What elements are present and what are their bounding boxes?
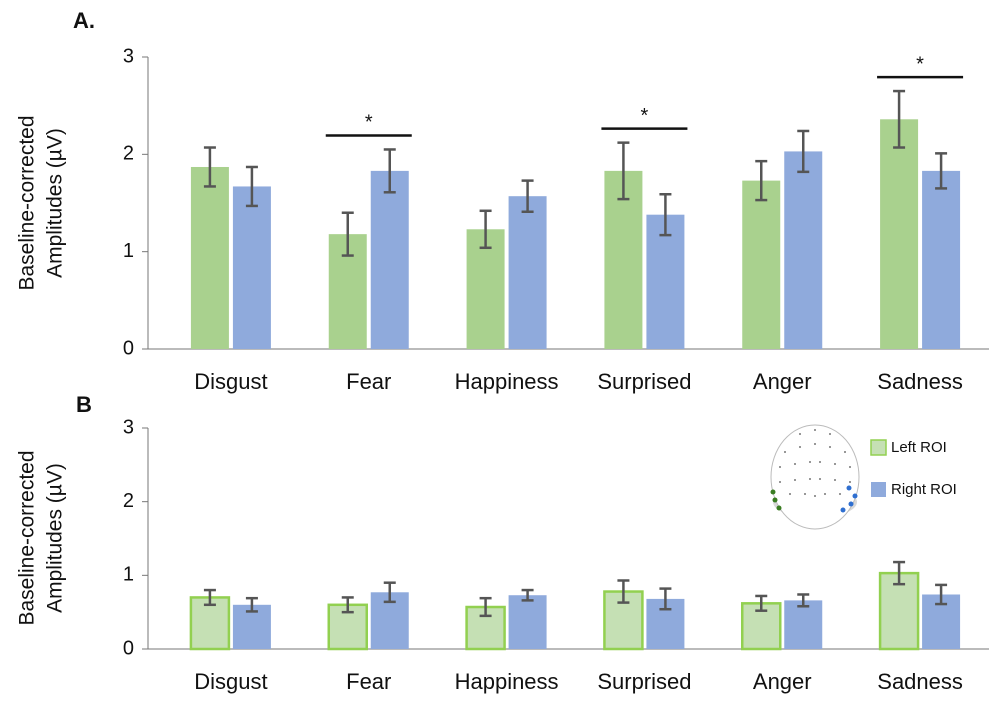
x-tick-label: Disgust (194, 369, 267, 394)
legend-label: Left ROI (891, 439, 947, 456)
significance-star: * (641, 105, 649, 127)
x-tick-label: Happiness (455, 669, 559, 694)
x-tick-label: Disgust (194, 669, 267, 694)
y-axis-label: Amplitudes (µV) (44, 463, 67, 613)
x-tick-label: Fear (346, 669, 391, 694)
bar (466, 229, 505, 349)
x-tick-label: Sadness (877, 369, 963, 394)
panel-label: A. (73, 8, 95, 33)
x-tick-label: Fear (346, 369, 391, 394)
x-tick-label: Anger (753, 369, 812, 394)
y-tick-label: 0 (123, 637, 134, 659)
bar (604, 170, 643, 349)
bar (878, 571, 920, 651)
significance-star: * (365, 112, 373, 134)
y-tick-label: 2 (123, 143, 134, 165)
legend-swatch (871, 482, 886, 497)
y-tick-label: 0 (123, 337, 134, 359)
electrodes (779, 429, 851, 497)
bar (784, 151, 823, 349)
x-tick-label: Anger (753, 669, 812, 694)
bar (922, 170, 961, 349)
bar (370, 170, 409, 349)
panel-label: B (76, 392, 92, 417)
y-tick-label: 3 (123, 45, 134, 67)
y-axis-label: Baseline-corrected (16, 115, 39, 290)
bar (742, 180, 781, 349)
left-roi-dots (770, 489, 782, 511)
bar (784, 600, 823, 649)
bar (232, 186, 271, 349)
bar (508, 595, 547, 649)
head-inset (770, 424, 860, 530)
y-axis-label: Amplitudes (µV) (44, 128, 67, 278)
legend-label: Right ROI (891, 481, 957, 498)
y-tick-label: 3 (123, 416, 134, 438)
head-outline (770, 424, 860, 530)
significance-star: * (916, 53, 924, 75)
x-tick-label: Surprised (597, 669, 691, 694)
x-tick-label: Surprised (597, 369, 691, 394)
y-tick-label: 1 (123, 240, 134, 262)
bar (880, 119, 919, 349)
bar (646, 214, 685, 349)
bar (190, 166, 229, 349)
x-tick-label: Happiness (455, 369, 559, 394)
bar (508, 196, 547, 349)
y-axis-label: Baseline-corrected (16, 450, 39, 625)
legend-swatch (870, 439, 887, 456)
y-tick-label: 2 (123, 490, 134, 512)
y-tick-label: 1 (123, 564, 134, 586)
x-tick-label: Sadness (877, 669, 963, 694)
right-roi-dots (840, 485, 858, 513)
